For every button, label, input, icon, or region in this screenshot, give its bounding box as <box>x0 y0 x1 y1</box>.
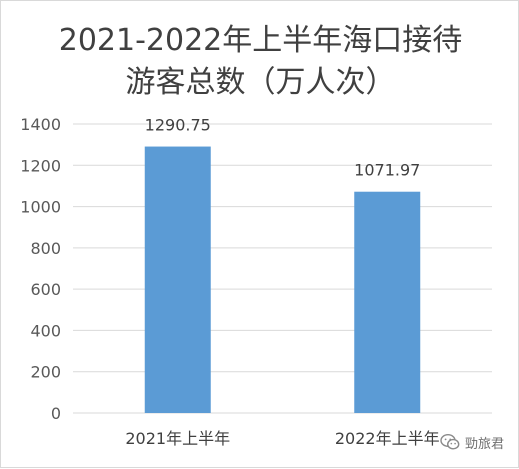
y-tick-label: 200 <box>30 363 61 382</box>
watermark: 勁旅君 <box>439 431 504 453</box>
wechat-icon <box>440 433 460 450</box>
y-tick-label: 400 <box>30 321 61 340</box>
chart-title-line-1: 2021-2022年上半年海口接待 <box>58 23 463 58</box>
x-category-label: 2021年上半年 <box>125 429 230 448</box>
chart-title-line-2: 游客总数（万人次） <box>125 65 396 100</box>
x-category-label: 2022年上半年 <box>335 429 440 448</box>
y-tick-label: 800 <box>30 239 61 258</box>
data-label: 1290.75 <box>145 116 211 135</box>
bar <box>354 191 421 413</box>
y-tick-label: 1200 <box>20 156 61 175</box>
y-tick-label: 1000 <box>20 198 61 217</box>
y-tick-label: 1400 <box>20 115 61 134</box>
y-tick-label: 600 <box>30 280 61 299</box>
bar <box>144 146 211 414</box>
data-label: 1071.97 <box>354 161 420 180</box>
watermark-text: 勁旅君 <box>464 436 504 452</box>
y-tick-label: 0 <box>51 404 61 423</box>
